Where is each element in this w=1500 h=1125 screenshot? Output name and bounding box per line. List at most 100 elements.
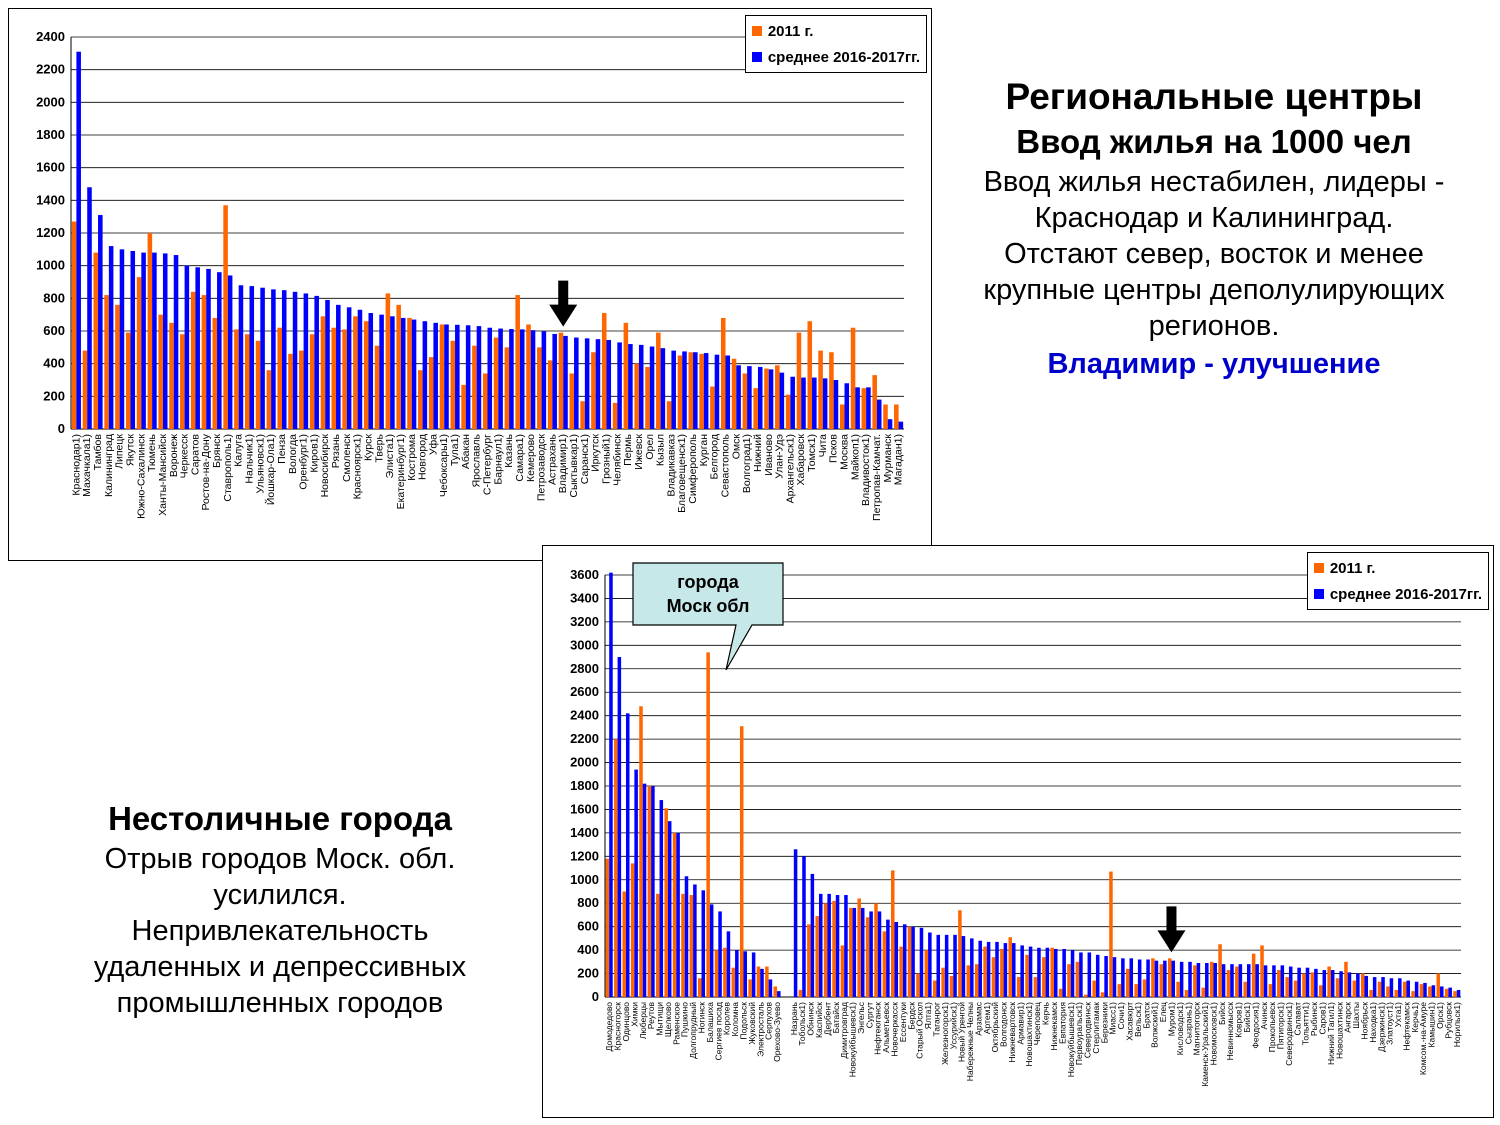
bar-2011 [874, 903, 878, 997]
bar-avg [827, 893, 831, 997]
bar-2011 [612, 402, 618, 429]
bar-avg [379, 314, 384, 429]
bar-2011 [1251, 953, 1256, 997]
y-tick-label: 600 [43, 323, 65, 338]
bar-avg [1053, 948, 1058, 997]
x-tick-label: Армавир1) [1015, 1002, 1025, 1045]
x-tick-label: Златоуст1) [1385, 1002, 1395, 1045]
bar-avg [703, 353, 709, 429]
x-tick-label: Керчь1) [1410, 1002, 1420, 1033]
noncapital-line: Непривлекательность [131, 915, 429, 947]
bar-avg [574, 337, 579, 429]
bar-avg [1104, 955, 1108, 997]
regional-line: Отстают север, восток и менее [1004, 238, 1424, 270]
y-tick-label: 2200 [570, 731, 599, 746]
x-tick-label: Тамбов [92, 434, 104, 471]
bar-avg [660, 348, 666, 429]
legend-label-2011: 2011 г. [1329, 559, 1376, 577]
bar-avg [1414, 981, 1419, 997]
x-tick-label: Тюмень [146, 433, 158, 472]
bar-2011 [666, 401, 672, 429]
x-tick-label: Краснодар1) [70, 434, 82, 496]
x-tick-label: Симферополь [687, 433, 699, 503]
y-tick-label: 400 [43, 356, 65, 371]
bar-avg [1339, 971, 1343, 997]
bar-2011 [385, 293, 391, 429]
bar-2011 [526, 324, 531, 429]
bar-2011 [818, 350, 823, 429]
bar-avg [1288, 966, 1293, 997]
bar-2011 [765, 966, 769, 997]
bar-avg [1146, 959, 1150, 997]
bar-avg [1347, 972, 1352, 997]
bar-avg [760, 968, 764, 997]
bar-2011 [288, 353, 293, 429]
bar-2011 [93, 252, 99, 429]
bar-2011 [147, 233, 153, 429]
legend-swatch-2011 [751, 26, 762, 36]
x-tick-label: Находка1) [1368, 1002, 1378, 1043]
bar-2011 [1344, 961, 1348, 997]
bar-2011 [504, 347, 510, 429]
bar-2011 [104, 295, 109, 429]
bar-avg [1137, 959, 1142, 997]
bar-2011 [331, 327, 337, 429]
bar-avg [609, 572, 613, 997]
x-tick-label: Рыбинск [1309, 1002, 1319, 1036]
bar-avg [314, 295, 319, 429]
bar-2011 [299, 350, 304, 429]
x-tick-label: Йошкар-Ола1) [264, 434, 277, 505]
bar-2011 [515, 295, 520, 429]
bar-avg [693, 352, 698, 429]
bar-avg [743, 951, 747, 997]
bar-2011 [136, 277, 142, 429]
bar-avg [1037, 947, 1041, 997]
x-tick-label: Южно-Сахалинск [135, 434, 147, 519]
x-tick-label: Владивосток1) [860, 434, 872, 506]
bar-avg [281, 290, 287, 429]
x-tick-label: Новый Уренгой [957, 1002, 967, 1062]
bar-2011 [614, 739, 618, 997]
x-tick-label: Ростов-на-Дону [200, 433, 212, 510]
x-tick-label: Реутов [646, 1002, 656, 1030]
y-tick-label: 1000 [36, 258, 65, 273]
bar-avg [649, 346, 655, 429]
bar-2011 [1302, 973, 1306, 997]
bar-avg [779, 372, 785, 429]
bar-2011 [1428, 986, 1432, 997]
regional-line: регионов. [1148, 310, 1280, 342]
bar-2011 [169, 322, 174, 429]
bar-2011 [1235, 966, 1239, 997]
x-tick-label: Белгород [709, 434, 721, 480]
bar-avg [271, 289, 276, 429]
bar-2011 [1117, 984, 1122, 997]
bar-2011 [1268, 984, 1273, 997]
x-tick-label: Тверь [373, 433, 385, 462]
bar-2011 [623, 322, 629, 429]
bar-2011 [547, 360, 553, 429]
x-tick-label: Хабаровск [795, 434, 807, 486]
bar-avg [1356, 973, 1360, 997]
x-tick-label: Нефтеюганск [873, 1002, 883, 1055]
bar-avg [777, 991, 781, 997]
bar-2011 [1016, 977, 1021, 997]
bar-2011 [815, 916, 819, 997]
callout-line-1: города [677, 572, 739, 592]
x-tick-label: Калуга [233, 434, 245, 467]
x-tick-label: Волгоград1) [741, 434, 753, 493]
x-tick-label: Томск1) [806, 434, 818, 472]
x-tick-label: Ухта1) [1393, 1002, 1403, 1027]
y-tick-label: 2800 [570, 661, 599, 676]
x-tick-label: Кисловодск1) [1175, 1002, 1185, 1055]
y-tick-label: 1600 [570, 801, 599, 816]
x-tick-label: Бердск [906, 1002, 916, 1030]
x-tick-label: Владимир1) [557, 434, 569, 493]
x-tick-label: Чебоксары1) [438, 434, 450, 497]
bar-avg [606, 339, 612, 429]
bar-avg [718, 911, 722, 997]
bar-2011 [244, 334, 250, 429]
bar-avg [1028, 946, 1033, 997]
x-tick-label: Грозный1) [601, 434, 613, 484]
x-tick-label: Казань [503, 433, 515, 467]
bar-avg [1154, 960, 1159, 997]
